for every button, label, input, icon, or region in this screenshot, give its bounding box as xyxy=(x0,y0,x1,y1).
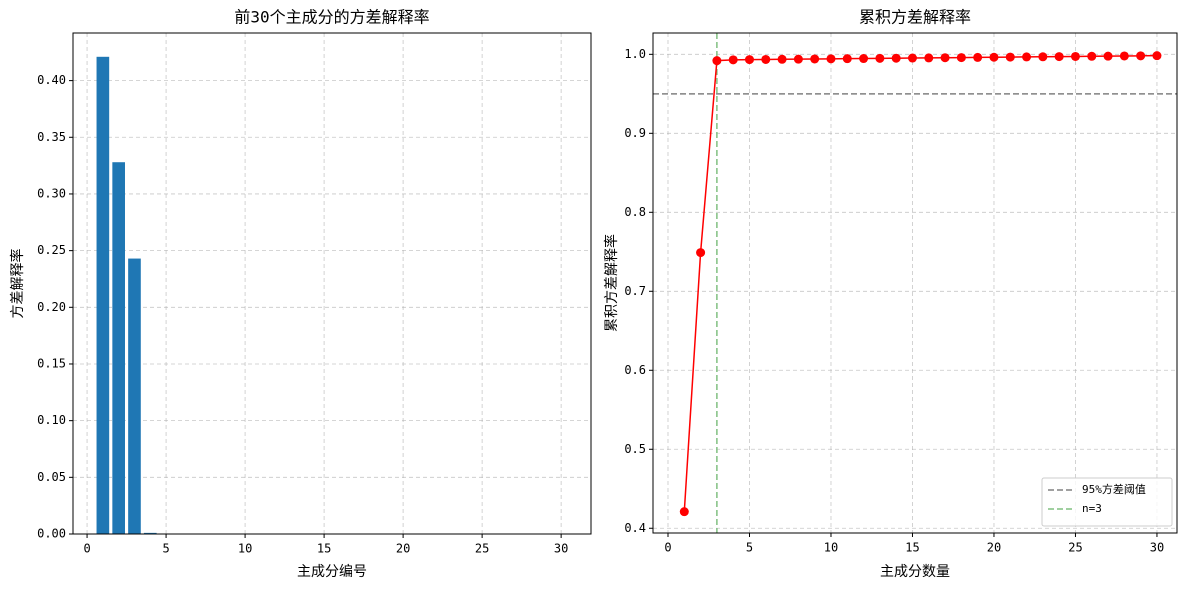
x-tick-label: 25 xyxy=(475,542,489,556)
bar xyxy=(128,258,141,534)
point xyxy=(956,53,966,63)
point xyxy=(1136,51,1146,61)
y-tick-label: 0.25 xyxy=(37,243,66,257)
bar xyxy=(143,532,157,534)
x-tick-label: 15 xyxy=(905,541,919,555)
point xyxy=(1103,51,1113,61)
point xyxy=(907,53,917,63)
axes-frame xyxy=(72,32,592,535)
y-tick-label: 0.20 xyxy=(37,300,66,314)
y-tick-label: 0.15 xyxy=(37,356,66,370)
x-tick-label: 30 xyxy=(554,542,568,556)
legend: 95%方差阈值 n=3 xyxy=(1041,477,1173,527)
legend-label: 95%方差阈值 xyxy=(1082,482,1146,496)
x-tick-label: 20 xyxy=(987,541,1001,555)
point xyxy=(989,52,999,62)
y-tick-label: 0.9 xyxy=(624,126,646,140)
y-tick-label: 0.05 xyxy=(37,470,66,484)
point xyxy=(875,53,885,63)
point xyxy=(744,55,754,65)
legend-label: n=3 xyxy=(1082,502,1102,515)
point xyxy=(1054,52,1064,62)
y-tick-label: 0.5 xyxy=(624,442,646,456)
y-axis-label: 方差解释率 xyxy=(9,249,26,319)
axes-frame xyxy=(652,32,1178,534)
point xyxy=(696,248,706,258)
x-axis-label: 主成分数量 xyxy=(880,564,950,580)
x-tick-label: 10 xyxy=(238,542,252,556)
point xyxy=(891,53,901,63)
bar xyxy=(112,162,125,534)
x-axis-label: 主成分编号 xyxy=(297,564,367,580)
x-tick-label: 20 xyxy=(396,542,410,556)
point xyxy=(810,54,820,64)
y-tick-label: 0.35 xyxy=(37,130,66,144)
point xyxy=(679,507,689,517)
y-tick-label: 0.30 xyxy=(37,186,66,200)
point xyxy=(712,56,722,66)
y-tick-label: 0.40 xyxy=(37,73,66,87)
point xyxy=(1005,52,1015,62)
y-tick-label: 0.8 xyxy=(624,205,646,219)
point xyxy=(973,52,983,62)
x-tick-label: 10 xyxy=(824,541,838,555)
point xyxy=(1022,52,1032,62)
y-tick-label: 1.0 xyxy=(624,47,646,61)
point xyxy=(728,55,738,65)
point xyxy=(1070,51,1080,61)
point xyxy=(842,54,852,64)
x-tick-label: 0 xyxy=(664,541,671,555)
x-tick-label: 15 xyxy=(317,542,331,556)
legend-box xyxy=(1041,477,1173,527)
y-tick-label: 0.6 xyxy=(624,363,646,377)
x-tick-label: 5 xyxy=(746,541,753,555)
y-tick-label: 0.00 xyxy=(37,527,66,541)
x-tick-label: 30 xyxy=(1150,541,1164,555)
point xyxy=(924,53,934,63)
point xyxy=(1087,51,1097,61)
y-tick-label: 0.7 xyxy=(624,284,646,298)
x-tick-label: 0 xyxy=(83,542,90,556)
point xyxy=(777,54,787,64)
point xyxy=(793,54,803,64)
chart-title: 前30个主成分的方差解释率 xyxy=(234,8,429,27)
line xyxy=(683,54,1157,512)
y-tick-label: 0.10 xyxy=(37,413,66,427)
point xyxy=(1038,52,1048,62)
bar xyxy=(96,56,110,535)
point xyxy=(1119,51,1129,61)
chart-title: 累积方差解释率 xyxy=(859,8,971,27)
point xyxy=(761,54,771,64)
point xyxy=(1152,51,1162,61)
y-tick-label: 0.4 xyxy=(624,521,646,535)
x-tick-label: 25 xyxy=(1068,541,1082,555)
point xyxy=(940,53,950,63)
point xyxy=(859,54,869,64)
y-axis-label: 累积方差解释率 xyxy=(603,234,620,332)
point xyxy=(826,54,836,64)
x-tick-label: 5 xyxy=(162,542,169,556)
